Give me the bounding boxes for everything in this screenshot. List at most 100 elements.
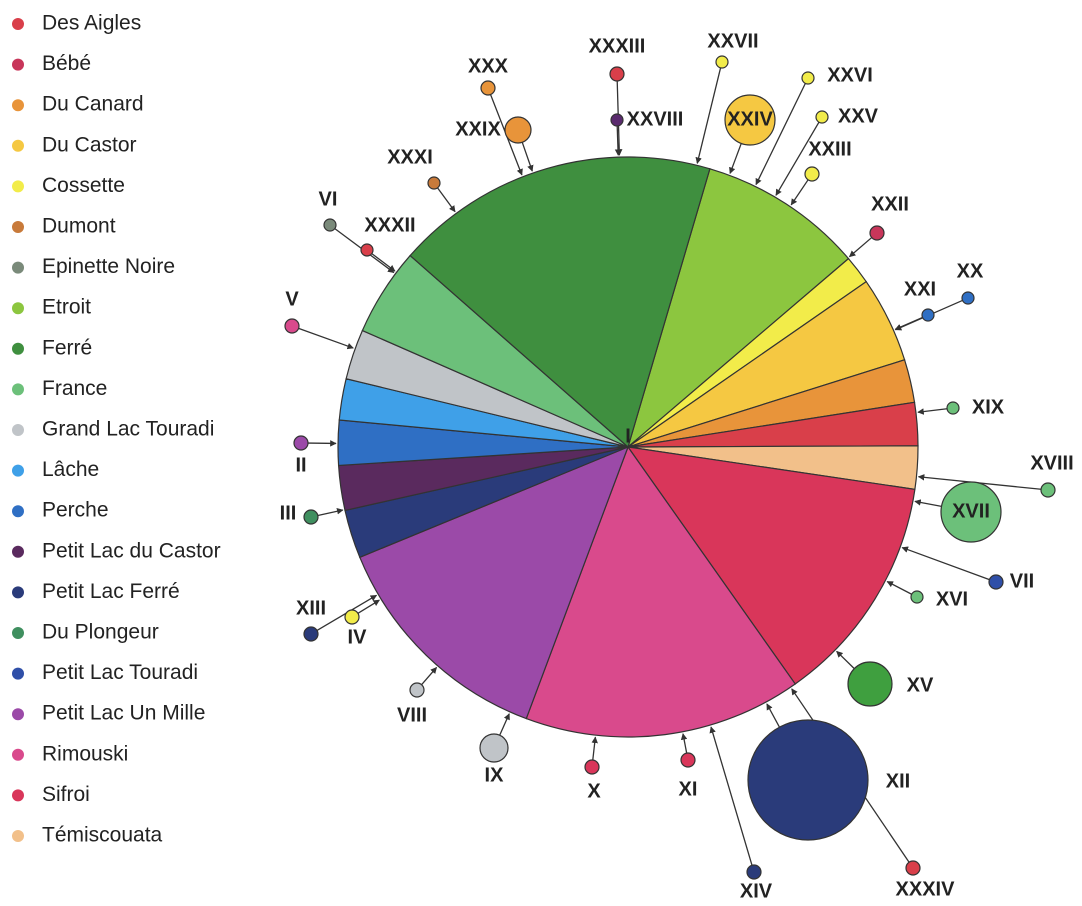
node-label: XVI: [936, 588, 968, 610]
node-label: XXXI: [387, 146, 433, 168]
node: [747, 719, 869, 841]
links: [298, 67, 1042, 866]
node: [724, 94, 776, 146]
link: [499, 713, 510, 736]
legend-label: Du Plongeur: [42, 621, 159, 644]
node-label: VII: [1010, 570, 1034, 592]
legend-label: Rimouski: [42, 742, 128, 765]
legend-swatch: [12, 342, 24, 355]
legend-label: Lâche: [42, 458, 99, 481]
legend-swatch: [12, 58, 24, 71]
legend-swatch: [12, 667, 24, 680]
link: [317, 508, 344, 517]
node: [869, 225, 885, 241]
node: [427, 176, 441, 190]
link: [790, 179, 809, 206]
node: [946, 401, 960, 415]
link: [521, 142, 534, 172]
legend-label: Du Canard: [42, 93, 144, 116]
link: [848, 237, 873, 258]
node: [610, 113, 624, 127]
legend-swatch: [12, 464, 24, 477]
node-label: III: [280, 502, 297, 524]
node: [303, 509, 319, 525]
link: [680, 733, 688, 754]
node-label: IV: [348, 626, 368, 648]
node: [804, 166, 820, 182]
node-label: XXX: [468, 55, 509, 77]
node: [815, 110, 829, 124]
node-label: X: [587, 780, 601, 802]
legend-swatch: [12, 627, 24, 639]
legend-swatch: [12, 789, 24, 802]
link: [591, 736, 598, 761]
node-label: XVII: [952, 500, 990, 522]
pie-slice: [626, 446, 916, 685]
legend-label: Petit Lac Un Mille: [42, 702, 205, 725]
legend-swatch: [12, 748, 24, 761]
node-label: XII: [886, 770, 910, 792]
link: [836, 650, 855, 670]
node: [293, 435, 309, 451]
node: [479, 733, 509, 763]
link: [775, 121, 820, 196]
node-label: XV: [907, 674, 934, 696]
node-label: XXIII: [808, 138, 851, 160]
node: [480, 80, 496, 96]
node-label: XXXIV: [896, 878, 956, 900]
legend-swatch: [12, 383, 24, 396]
node-label: VIII: [397, 704, 427, 726]
legend-label: Ferré: [42, 336, 92, 359]
legend-label: Bébé: [42, 52, 91, 75]
node: [801, 71, 815, 85]
node: [609, 66, 625, 82]
legend-label: Petit Lac Ferré: [42, 580, 180, 603]
node-label: XIII: [296, 597, 326, 619]
link: [755, 83, 806, 186]
node: [746, 864, 762, 880]
link: [766, 703, 781, 728]
pie-slice: [525, 445, 797, 738]
node-label: XIV: [740, 880, 773, 902]
legend-label: Dumont: [42, 215, 116, 238]
link: [901, 546, 990, 581]
legend: Des Aigles Bébé Du Canard Du Castor Cossette…: [12, 12, 221, 847]
legend-swatch: [12, 586, 24, 599]
legend-swatch: [12, 424, 24, 436]
pie-slice: [626, 168, 850, 449]
node: [303, 626, 319, 642]
node-label: VI: [319, 188, 338, 210]
legend-swatch: [12, 302, 24, 315]
legend-swatch: [12, 99, 24, 112]
legend-label: France: [42, 377, 107, 400]
node: [988, 574, 1004, 590]
link: [437, 187, 456, 213]
node-label: XXXII: [364, 214, 415, 236]
pie-slice: [409, 156, 711, 449]
node-label: XXIV: [727, 108, 773, 130]
node-label: XIX: [972, 396, 1005, 418]
legend-swatch: [12, 18, 24, 30]
legend-label: Cossette: [42, 174, 125, 197]
legend-label: Témiscouata: [42, 824, 163, 847]
node: [584, 759, 600, 775]
link: [421, 666, 438, 686]
node: [961, 291, 975, 305]
node-label: XXIX: [455, 118, 501, 140]
node-label: XI: [679, 778, 698, 800]
legend-swatch: [12, 505, 24, 518]
link: [371, 253, 396, 272]
link: [729, 143, 742, 175]
node-label: XXVII: [707, 30, 758, 52]
node-label: XX: [957, 260, 984, 282]
node-label: XXXIII: [589, 35, 646, 57]
node-label: XXI: [904, 278, 936, 300]
node: [910, 590, 924, 604]
node: [940, 481, 1002, 543]
node: [344, 609, 360, 625]
pie-slice: [359, 445, 630, 720]
link: [917, 408, 948, 415]
link: [914, 499, 942, 508]
